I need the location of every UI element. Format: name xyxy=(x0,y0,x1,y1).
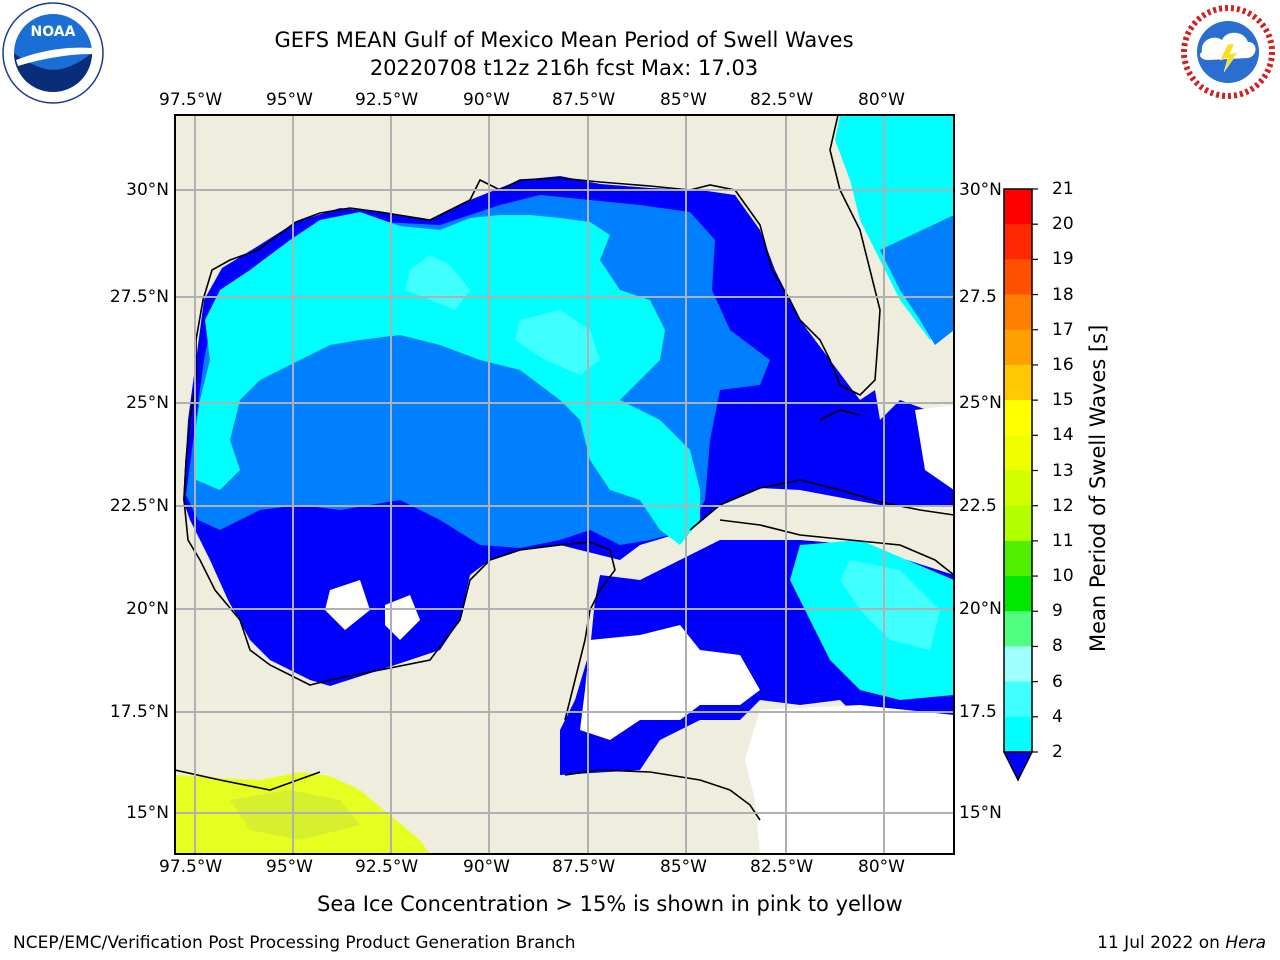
colorbar-tick-label: 2 xyxy=(1052,742,1063,762)
colorbar-band xyxy=(1004,611,1032,647)
lat-label-left: 15°N xyxy=(126,803,169,823)
colorbar-band xyxy=(1004,364,1032,401)
coastline xyxy=(175,115,954,821)
lat-label-left: 30°N xyxy=(126,180,169,200)
graticule xyxy=(175,115,954,854)
colorbar-tick-label: 9 xyxy=(1052,601,1063,622)
colorbar-tick-label: 17 xyxy=(1052,319,1074,340)
lon-label-bottom: 80°W xyxy=(858,857,905,877)
lat-label-right: 15°N xyxy=(959,803,1002,823)
colorbar-band xyxy=(1004,435,1032,471)
colorbar-band xyxy=(1004,505,1032,542)
colorbar xyxy=(1002,188,1038,782)
footer-date-text: 11 Jul 2022 on xyxy=(1097,933,1220,953)
colorbar-band xyxy=(1004,470,1032,507)
lon-label-top: 85°W xyxy=(660,90,707,110)
noaa-logo: NOAA xyxy=(2,2,104,104)
colorbar-band xyxy=(1004,646,1032,683)
footer-date: 11 Jul 2022 on Hera xyxy=(1097,933,1266,953)
nodata-patch-2 xyxy=(745,705,954,854)
lon-label-top: 90°W xyxy=(463,90,510,110)
colorbar-extend-arrow xyxy=(1002,751,1034,782)
svg-text:NOAA: NOAA xyxy=(31,24,76,40)
swell-region-caribbean-light-cyan xyxy=(840,560,940,650)
colorbar-band xyxy=(1004,259,1032,296)
colorbar-band xyxy=(1004,540,1032,577)
swell-region-cyan-north xyxy=(194,212,700,545)
lat-label-right: 25°N xyxy=(959,393,1002,413)
lat-label-left: 27.5°N xyxy=(109,287,169,307)
lon-label-top: 80°W xyxy=(858,90,905,110)
lon-label-bottom: 87.5°W xyxy=(552,857,616,877)
sea-ice-note: Sea Ice Concentration > 15% is shown in … xyxy=(317,892,903,916)
colorbar-tick-label: 16 xyxy=(1052,354,1074,375)
colorbar-tick-label: 4 xyxy=(1052,706,1063,727)
lon-label-bottom: 85°W xyxy=(660,857,707,877)
nodata-patch-5 xyxy=(385,595,420,640)
lat-label-left: 20°N xyxy=(126,599,169,619)
lat-label-right: 30°N xyxy=(959,180,1002,200)
colorbar-tick-label: 6 xyxy=(1052,671,1063,692)
lon-label-top: 97.5°W xyxy=(159,90,223,110)
colorbar-band xyxy=(1004,224,1032,260)
map-frame xyxy=(174,114,955,855)
lat-label-right: 27.5 xyxy=(959,287,997,307)
colorbar-tick-label: 19 xyxy=(1052,249,1074,270)
colorbar-tick-label: 15 xyxy=(1052,390,1074,411)
chart-title: GEFS MEAN Gulf of Mexico Mean Period of … xyxy=(274,28,854,52)
swell-region-light-cyan-2 xyxy=(515,310,600,375)
ice-region-inner xyxy=(230,790,360,840)
chart-subtitle: 20220708 t12z 216h fcst Max: 17.03 xyxy=(369,56,759,80)
colorbar-tick-label: 14 xyxy=(1052,425,1074,446)
colorbar-tick-label: 13 xyxy=(1052,460,1074,481)
lat-label-left: 25°N xyxy=(126,393,169,413)
colorbar-tick-label: 8 xyxy=(1052,636,1063,657)
lat-label-right: 20°N xyxy=(959,599,1002,619)
lat-label-left: 22.5°N xyxy=(109,496,169,516)
colorbar-band xyxy=(1004,716,1032,753)
lon-label-bottom: 97.5°W xyxy=(159,857,223,877)
colorbar-band xyxy=(1004,400,1032,436)
lon-label-top: 82.5°W xyxy=(750,90,814,110)
colorbar-tick-label: 21 xyxy=(1052,179,1074,199)
footer-host: Hera xyxy=(1225,933,1266,953)
lon-label-bottom: 95°W xyxy=(266,857,313,877)
lon-label-bottom: 82.5°W xyxy=(750,857,814,877)
lon-label-bottom: 90°W xyxy=(463,857,510,877)
lat-label-right: 17.5 xyxy=(959,702,997,722)
lon-label-bottom: 92.5°W xyxy=(355,857,419,877)
colorbar-band xyxy=(1004,189,1032,225)
nodata-patch-4 xyxy=(325,580,370,630)
colorbar-tick-label: 20 xyxy=(1052,214,1074,235)
nws-logo xyxy=(1178,4,1278,100)
colorbar-band xyxy=(1004,576,1032,612)
swell-region-atlantic-medium xyxy=(880,215,954,345)
lat-label-right: 22.5 xyxy=(959,496,997,516)
colorbar-tick-label: 11 xyxy=(1052,530,1074,551)
colorbar-band xyxy=(1004,329,1032,366)
nodata-patch-3 xyxy=(915,405,954,490)
colorbar-label: Mean Period of Swell Waves [s] xyxy=(1086,324,1110,652)
colorbar-band xyxy=(1004,294,1032,331)
colorbar-tick-label: 10 xyxy=(1052,566,1074,587)
lon-label-top: 95°W xyxy=(266,90,313,110)
lon-label-top: 92.5°W xyxy=(355,90,419,110)
colorbar-tick-label: 18 xyxy=(1052,284,1074,305)
colorbar-band xyxy=(1004,681,1032,718)
lon-label-top: 87.5°W xyxy=(552,90,616,110)
lat-label-left: 17.5°N xyxy=(109,702,169,722)
colorbar-tick-label: 12 xyxy=(1052,495,1074,516)
footer-credit: NCEP/EMC/Verification Post Processing Pr… xyxy=(13,933,576,953)
